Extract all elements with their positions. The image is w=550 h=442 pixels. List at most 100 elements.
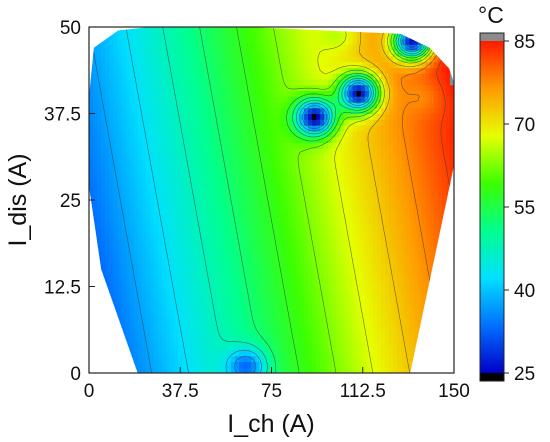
field-cell <box>279 246 285 253</box>
field-cell <box>360 32 366 40</box>
field-cell <box>376 269 382 276</box>
field-cell <box>283 223 289 230</box>
field-cell <box>332 344 337 351</box>
field-cell <box>141 286 147 293</box>
field-cell <box>372 326 378 334</box>
field-cell <box>405 61 410 68</box>
field-cell <box>303 73 309 80</box>
field-cell <box>291 78 297 86</box>
field-cell <box>417 228 423 236</box>
field-cell <box>376 148 382 155</box>
field-cell <box>109 73 114 80</box>
field-cell <box>271 223 277 230</box>
field-cell <box>137 27 143 34</box>
field-cell <box>186 84 191 92</box>
field-cell <box>417 292 423 299</box>
field-cell <box>243 303 248 311</box>
field-cell <box>105 188 110 195</box>
field-cell <box>328 234 333 241</box>
field-cell <box>105 55 110 63</box>
field-cell <box>267 228 273 236</box>
field-cell <box>259 125 264 132</box>
field-cell <box>149 61 155 68</box>
field-cell <box>299 101 305 109</box>
field-cell <box>397 107 402 115</box>
field-cell <box>247 27 252 34</box>
field-cell <box>348 148 354 155</box>
field-cell <box>263 78 269 86</box>
field-cell <box>413 73 419 80</box>
field-cell <box>121 101 127 109</box>
field-cell <box>210 101 216 109</box>
field-cell <box>97 171 102 178</box>
field-cell <box>413 303 419 311</box>
field-cell <box>397 298 402 305</box>
field-cell <box>149 315 155 322</box>
field-cell <box>397 274 402 282</box>
field-cell <box>247 142 252 149</box>
field-cell <box>149 84 155 92</box>
field-cell <box>202 263 208 270</box>
field-cell <box>308 182 313 190</box>
field-cell <box>247 194 252 201</box>
field-cell <box>316 269 321 276</box>
field-cell <box>401 194 406 201</box>
field-cell <box>214 344 220 351</box>
field-cell <box>417 50 423 57</box>
field-cell <box>340 159 346 166</box>
field-cell <box>105 113 110 120</box>
field-cell <box>352 55 358 63</box>
field-cell <box>202 309 208 316</box>
field-cell <box>202 44 208 51</box>
field-cell <box>267 182 273 190</box>
field-cell <box>368 159 374 166</box>
field-cell <box>243 194 248 201</box>
field-cell <box>243 90 248 97</box>
field-cell <box>174 361 179 368</box>
field-cell <box>348 73 354 80</box>
field-cell <box>320 246 325 253</box>
field-cell <box>109 182 114 190</box>
field-cell <box>214 101 220 109</box>
field-cell <box>129 205 135 213</box>
field-cell <box>198 90 204 97</box>
field-cell <box>316 50 321 57</box>
field-cell <box>263 44 269 51</box>
field-cell <box>308 361 313 368</box>
field-cell <box>113 159 118 166</box>
field-cell <box>243 332 248 339</box>
field-cell <box>137 194 143 201</box>
field-cell <box>243 228 248 236</box>
field-cell <box>308 171 313 178</box>
field-cell <box>218 286 224 293</box>
field-cell <box>255 119 260 126</box>
field-cell <box>328 269 333 276</box>
field-cell <box>133 38 139 45</box>
field-cell <box>299 315 305 322</box>
field-cell <box>344 338 350 345</box>
field-cell <box>413 148 419 155</box>
field-cell <box>364 142 370 149</box>
field-cell <box>222 321 228 328</box>
field-cell <box>275 78 281 86</box>
field-cell <box>271 107 277 115</box>
field-cell <box>255 107 260 115</box>
field-cell <box>137 32 143 40</box>
field-cell <box>117 113 123 120</box>
field-cell <box>121 119 127 126</box>
field-cell <box>182 125 187 132</box>
field-cell <box>198 165 204 172</box>
field-cell <box>263 182 269 190</box>
field-cell <box>348 367 354 373</box>
field-cell <box>271 200 277 207</box>
field-cell <box>303 119 309 126</box>
field-cell <box>324 234 329 241</box>
field-cell <box>129 125 135 132</box>
field-cell <box>239 159 244 166</box>
field-cell <box>149 274 155 282</box>
field-cell <box>133 90 139 97</box>
field-cell <box>295 32 301 40</box>
field-cell <box>336 298 342 305</box>
field-cell <box>93 119 98 126</box>
field-cell <box>291 205 297 213</box>
